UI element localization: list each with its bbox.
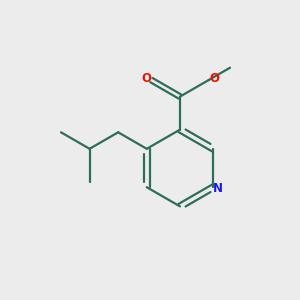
Text: N: N: [213, 182, 223, 195]
Text: O: O: [210, 72, 220, 86]
Text: O: O: [141, 72, 151, 86]
